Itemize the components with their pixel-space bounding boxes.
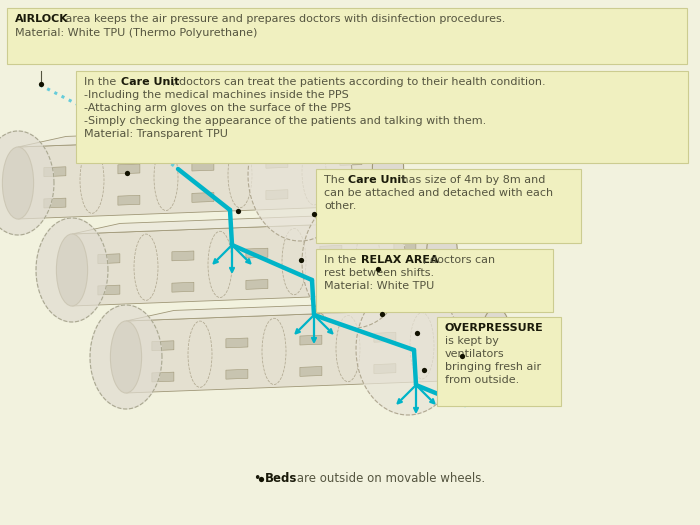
Ellipse shape: [480, 307, 512, 379]
Polygon shape: [172, 282, 194, 292]
Text: Care Unit: Care Unit: [349, 175, 407, 185]
Polygon shape: [152, 341, 174, 351]
Polygon shape: [36, 218, 108, 322]
Polygon shape: [246, 279, 268, 289]
Text: RELAX AREA: RELAX AREA: [361, 255, 439, 265]
Polygon shape: [18, 133, 388, 219]
Polygon shape: [192, 161, 214, 171]
Text: bringing fresh air: bringing fresh air: [444, 362, 541, 372]
FancyBboxPatch shape: [316, 169, 581, 243]
Text: are outside on movable wheels.: are outside on movable wheels.: [293, 472, 485, 485]
Polygon shape: [126, 297, 544, 321]
Polygon shape: [98, 254, 120, 264]
Text: area keeps the air pressure and prepares doctors with disinfection procedures.: area keeps the air pressure and prepares…: [62, 14, 505, 24]
Text: In the: In the: [324, 255, 360, 265]
Polygon shape: [226, 338, 248, 348]
Ellipse shape: [372, 133, 404, 205]
FancyBboxPatch shape: [316, 249, 553, 312]
Polygon shape: [44, 167, 66, 176]
Polygon shape: [192, 193, 214, 202]
Ellipse shape: [111, 321, 141, 393]
Polygon shape: [118, 164, 140, 174]
Polygon shape: [72, 209, 490, 234]
Polygon shape: [374, 332, 396, 342]
Ellipse shape: [57, 234, 88, 306]
Text: OVERPRESSURE: OVERPRESSURE: [444, 323, 543, 333]
Text: Material: Transparent TPU: Material: Transparent TPU: [83, 129, 228, 139]
Polygon shape: [126, 307, 496, 393]
Polygon shape: [356, 283, 460, 415]
Polygon shape: [248, 109, 352, 241]
Text: -Simply checking the appearance of the patients and talking with them.: -Simply checking the appearance of the p…: [83, 116, 486, 126]
Text: Material: White TPU: Material: White TPU: [324, 281, 435, 291]
Polygon shape: [44, 198, 66, 208]
Polygon shape: [72, 220, 442, 306]
Polygon shape: [0, 131, 54, 235]
Polygon shape: [320, 245, 342, 255]
Polygon shape: [374, 364, 396, 374]
FancyBboxPatch shape: [76, 71, 688, 163]
Ellipse shape: [426, 220, 458, 292]
Polygon shape: [394, 243, 416, 253]
Text: from outside.: from outside.: [444, 375, 519, 385]
Text: -Attaching arm gloves on the surface of the PPS: -Attaching arm gloves on the surface of …: [83, 103, 351, 113]
Text: The: The: [324, 175, 349, 185]
Polygon shape: [448, 361, 470, 371]
Polygon shape: [172, 251, 194, 261]
Polygon shape: [266, 190, 288, 200]
Polygon shape: [394, 274, 416, 284]
Text: -Including the medical machines inside the PPS: -Including the medical machines inside t…: [83, 90, 349, 100]
Text: , doctors can: , doctors can: [424, 255, 496, 265]
Text: Care Unit: Care Unit: [120, 77, 179, 87]
Polygon shape: [118, 195, 140, 205]
Text: •: •: [253, 472, 260, 485]
Ellipse shape: [2, 147, 34, 219]
Polygon shape: [448, 330, 470, 340]
Text: AIRLOCK: AIRLOCK: [15, 14, 69, 24]
FancyBboxPatch shape: [437, 317, 561, 406]
Polygon shape: [320, 277, 342, 287]
Polygon shape: [340, 187, 362, 197]
Polygon shape: [98, 285, 120, 295]
Text: rest between shifts.: rest between shifts.: [324, 268, 435, 278]
Polygon shape: [90, 305, 162, 409]
Polygon shape: [18, 122, 436, 147]
Polygon shape: [300, 366, 322, 376]
Polygon shape: [246, 248, 268, 258]
Text: other.: other.: [324, 201, 357, 211]
Text: Beds: Beds: [265, 472, 298, 485]
Text: is kept by: is kept by: [444, 336, 498, 346]
Polygon shape: [300, 335, 322, 345]
Text: can be attached and detached with each: can be attached and detached with each: [324, 188, 554, 198]
Polygon shape: [302, 196, 406, 328]
Polygon shape: [266, 159, 288, 168]
Polygon shape: [340, 155, 362, 165]
Text: Material: White TPU (Thermo Polyurethane): Material: White TPU (Thermo Polyurethane…: [15, 28, 258, 38]
Text: has size of 4m by 8m and: has size of 4m by 8m and: [398, 175, 546, 185]
Text: ventilators: ventilators: [444, 349, 505, 359]
Polygon shape: [226, 369, 248, 379]
Text: , doctors can treat the patients according to their health condition.: , doctors can treat the patients accordi…: [172, 77, 545, 87]
Polygon shape: [152, 372, 174, 382]
Text: In the: In the: [83, 77, 119, 87]
FancyBboxPatch shape: [7, 8, 687, 64]
